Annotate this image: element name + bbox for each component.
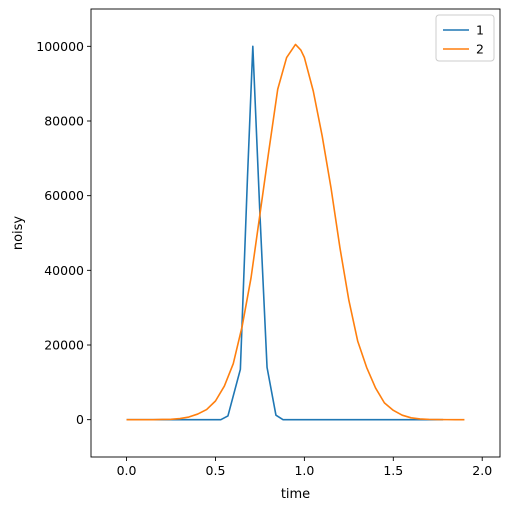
plot-lines	[126, 43, 465, 421]
legend: 12	[435, 14, 495, 62]
legend-label-1: 1	[476, 23, 484, 38]
y-tick-label: 20000	[44, 338, 84, 353]
x-tick-label: 0.0	[117, 463, 137, 478]
x-axis-label: time	[281, 487, 310, 502]
y-axis-label: noisy	[11, 216, 26, 251]
y-tick-label: 100000	[36, 39, 84, 54]
series-line-2	[126, 43, 465, 421]
legend-box	[435, 14, 495, 62]
y-tick-label: 80000	[44, 114, 84, 129]
x-tick-label: 1.0	[294, 463, 314, 478]
axes-frame	[90, 8, 501, 458]
x-tick-label: 1.5	[383, 463, 403, 478]
y-tick-label: 60000	[44, 188, 84, 203]
x-tick-label: 2.0	[472, 463, 492, 478]
axis-ticks: 0.0 0.5 1.0 1.5 2.0 0 20000 40000 60000 80000 1000…	[36, 39, 492, 478]
x-tick-label: 0.5	[206, 463, 226, 478]
legend-label-2: 2	[476, 42, 484, 57]
y-tick-label: 0	[76, 412, 84, 427]
y-tick-label: 40000	[44, 263, 84, 278]
series-line-1	[126, 45, 444, 421]
